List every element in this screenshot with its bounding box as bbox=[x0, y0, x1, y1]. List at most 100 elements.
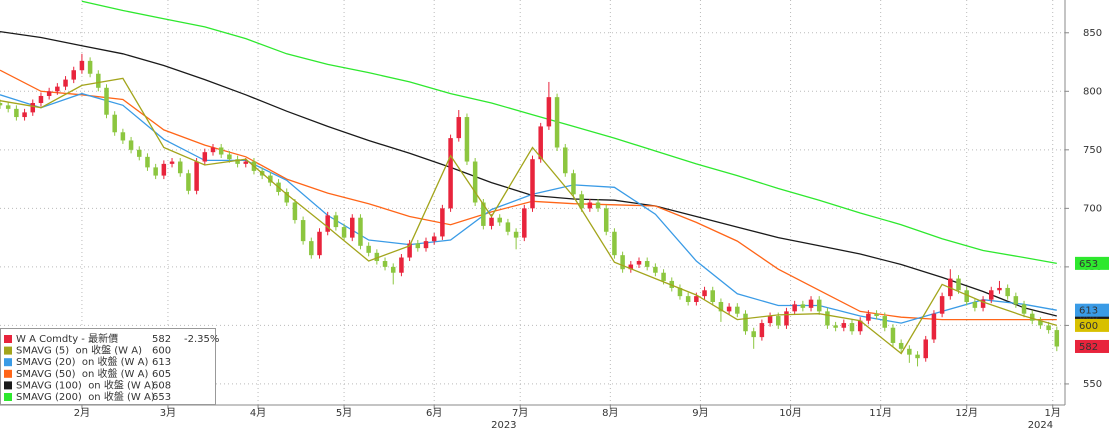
candle-body bbox=[890, 327, 896, 343]
candle-body bbox=[366, 245, 371, 253]
value-badge-label: 653 bbox=[1079, 259, 1098, 270]
candle-body bbox=[849, 323, 855, 332]
candle-body bbox=[153, 167, 158, 176]
candle-body bbox=[46, 91, 52, 96]
candle-body bbox=[808, 299, 814, 308]
y-tick-label: 550 bbox=[1083, 379, 1102, 390]
x-tick-label: 10月 bbox=[779, 407, 802, 419]
legend-value: 653 bbox=[152, 392, 171, 403]
candle-body bbox=[907, 348, 912, 355]
candle-body bbox=[333, 215, 339, 228]
candle-body bbox=[22, 112, 27, 118]
candle-body bbox=[915, 354, 920, 359]
legend-swatch bbox=[4, 369, 12, 378]
candle-body bbox=[997, 287, 1002, 291]
candle-body bbox=[202, 152, 208, 162]
candle-body bbox=[636, 261, 642, 265]
legend-value: 605 bbox=[152, 369, 171, 380]
y-tick-label: 700 bbox=[1083, 203, 1102, 214]
candle-body bbox=[980, 299, 986, 308]
candle-body bbox=[644, 261, 650, 267]
x-tick-label: 1月 bbox=[1045, 407, 1061, 419]
y-tick-label: 800 bbox=[1083, 86, 1102, 97]
candle-body bbox=[1005, 287, 1010, 297]
candle-body bbox=[104, 87, 109, 115]
candle-body bbox=[825, 311, 830, 326]
x-tick-label: 7月 bbox=[512, 407, 528, 419]
candle-body bbox=[505, 222, 511, 232]
value-badge-label: 582 bbox=[1079, 342, 1098, 353]
candle-body bbox=[14, 108, 19, 118]
candle-body bbox=[145, 156, 150, 168]
candle-body bbox=[972, 301, 978, 308]
candle-body bbox=[96, 73, 101, 88]
value-badge-label: 608 bbox=[1079, 312, 1098, 323]
candle-body bbox=[1021, 304, 1027, 314]
candle-body bbox=[989, 290, 994, 300]
candle-body bbox=[497, 217, 502, 223]
legend-swatch bbox=[4, 393, 12, 401]
legend-label: SMAVG (50) on 收盤 (W A) bbox=[16, 367, 148, 380]
value-badge-label: 600 bbox=[1079, 321, 1098, 332]
candle-body bbox=[1046, 325, 1051, 331]
candle-body bbox=[620, 255, 625, 270]
candle-body bbox=[210, 147, 216, 153]
legend-label: SMAVG (100) on 收盤 (W A) bbox=[16, 378, 155, 391]
legend-swatch bbox=[4, 358, 12, 367]
legend-box bbox=[0, 328, 216, 405]
x-year-label: 2023 bbox=[491, 420, 516, 431]
legend-swatch bbox=[4, 346, 12, 355]
moving-average-line bbox=[0, 77, 1057, 355]
candle-body bbox=[358, 217, 363, 246]
candle-body bbox=[677, 287, 683, 297]
candle-body bbox=[374, 252, 380, 262]
candle-body bbox=[481, 202, 486, 226]
value-badge-label: 613 bbox=[1079, 306, 1098, 317]
candle-body bbox=[1013, 296, 1019, 305]
candle-body bbox=[341, 227, 347, 238]
candle-body bbox=[268, 175, 273, 183]
candle-body bbox=[784, 311, 789, 326]
value-badge bbox=[1075, 303, 1109, 317]
candle-body bbox=[235, 159, 240, 164]
candle-body bbox=[563, 147, 568, 174]
candle-body bbox=[292, 202, 298, 221]
candle-body bbox=[218, 147, 224, 155]
candle-body bbox=[472, 161, 478, 203]
candle-body bbox=[186, 173, 191, 191]
candle-body bbox=[874, 313, 879, 317]
candle-body bbox=[759, 323, 765, 338]
candle-body bbox=[841, 323, 847, 328]
candle-body bbox=[243, 161, 249, 164]
legend-value: 608 bbox=[152, 380, 171, 391]
candle-body bbox=[857, 320, 863, 332]
candle-body bbox=[718, 301, 724, 312]
candle-body bbox=[931, 313, 937, 340]
legend-label: SMAVG (200) on 收盤 (W A) bbox=[16, 390, 155, 403]
y-tick-label: 850 bbox=[1083, 28, 1102, 39]
candle-body bbox=[579, 194, 584, 209]
candle-body bbox=[628, 264, 634, 270]
candle-body bbox=[923, 339, 928, 359]
legend-swatch bbox=[4, 381, 12, 390]
plot bbox=[0, 0, 1060, 367]
candle-body bbox=[177, 161, 183, 174]
candle-body bbox=[194, 161, 199, 191]
x-tick-label: 5月 bbox=[336, 407, 352, 419]
x-tick-label: 8月 bbox=[602, 407, 618, 419]
candle-body bbox=[464, 117, 470, 162]
candle-body bbox=[325, 215, 330, 232]
candle-body bbox=[0, 103, 3, 106]
candle-body bbox=[661, 272, 666, 281]
candle-body bbox=[71, 70, 76, 80]
legend-label: SMAVG (20) on 收盤 (W A) bbox=[16, 355, 148, 368]
candle-body bbox=[792, 304, 797, 312]
candle-body bbox=[120, 132, 126, 141]
candle-body bbox=[448, 138, 453, 209]
candle-body bbox=[702, 290, 707, 297]
legend-change: -2.35% bbox=[184, 334, 219, 345]
candle-body bbox=[546, 97, 552, 127]
legend-value: 600 bbox=[152, 346, 171, 357]
candle-body bbox=[612, 231, 617, 256]
